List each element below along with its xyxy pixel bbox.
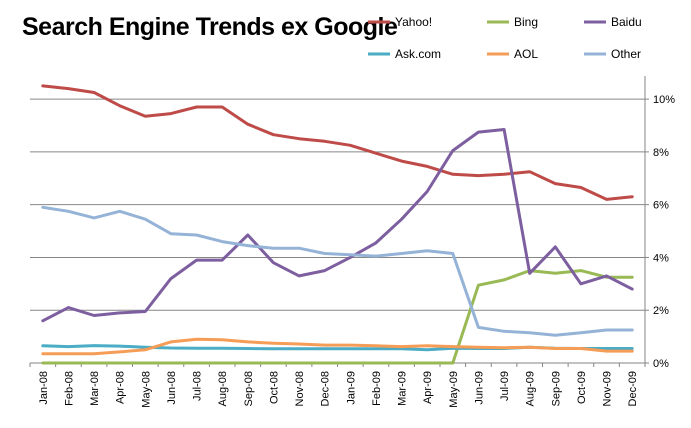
series-line-aol <box>41 337 634 356</box>
x-tick-label: Apr-08 <box>115 371 127 404</box>
x-tick-label: May-09 <box>448 371 460 408</box>
legend-label-bing: Bing <box>514 15 538 29</box>
x-tick-label: Dec-09 <box>627 371 639 406</box>
legend-label-baidu: Baidu <box>611 15 642 29</box>
x-tick-label: Sep-09 <box>550 371 562 406</box>
y-tick-label: 4% <box>653 252 669 264</box>
x-tick-label: Jun-09 <box>473 371 485 405</box>
series-line-other <box>41 205 634 337</box>
y-tick-label: 0% <box>653 358 669 370</box>
x-tick-label: Mar-08 <box>89 371 101 406</box>
gridlines <box>30 98 645 311</box>
chart-title: Search Engine Trends ex Google <box>22 13 398 41</box>
x-tick-label: Nov-08 <box>294 371 306 406</box>
y-tick-label: 10% <box>653 94 675 106</box>
y-tick-label: 2% <box>653 305 669 317</box>
x-tick-label: Mar-09 <box>397 371 409 406</box>
x-tick-label: Aug-09 <box>525 371 537 406</box>
legend-label-ask-com: Ask.com <box>395 47 441 61</box>
x-tick-label: Jun-08 <box>166 371 178 405</box>
y-tick-label: 6% <box>653 200 669 212</box>
x-tick-label: May-08 <box>140 371 152 408</box>
y-tick-label: 8% <box>653 147 669 159</box>
x-tick-label: Oct-09 <box>576 371 588 404</box>
x-tick-label: Dec-08 <box>320 371 332 406</box>
series-line-yahoo <box>41 84 634 201</box>
series-lines <box>41 84 634 365</box>
x-tick-label: Nov-09 <box>602 371 614 406</box>
x-tick-label: Jul-08 <box>192 371 204 401</box>
legend-label-other: Other <box>611 47 641 61</box>
x-tick-label: Jul-09 <box>499 371 511 401</box>
axes: 0% 2% 4% 6% 8% 10% Jan-08 Feb-08 Mar-08 Apr-08 May… <box>29 76 675 408</box>
x-tick-label: Jan-09 <box>345 371 357 405</box>
x-tick-label: Feb-08 <box>63 371 75 406</box>
x-tick-label: Oct-08 <box>268 371 280 404</box>
legend-label-aol: AOL <box>514 47 538 61</box>
x-tick-label: Jan-08 <box>38 371 50 405</box>
x-tick-label: Sep-08 <box>243 371 255 406</box>
x-tick-label: Apr-09 <box>422 371 434 404</box>
legend: Yahoo! Bing Baidu Ask.com AOL Other <box>368 15 642 61</box>
legend-label-yahoo: Yahoo! <box>395 15 432 29</box>
series-line-baidu <box>41 128 634 323</box>
x-tick-label: Aug-08 <box>217 371 229 406</box>
x-tick-label: Feb-09 <box>371 371 383 406</box>
